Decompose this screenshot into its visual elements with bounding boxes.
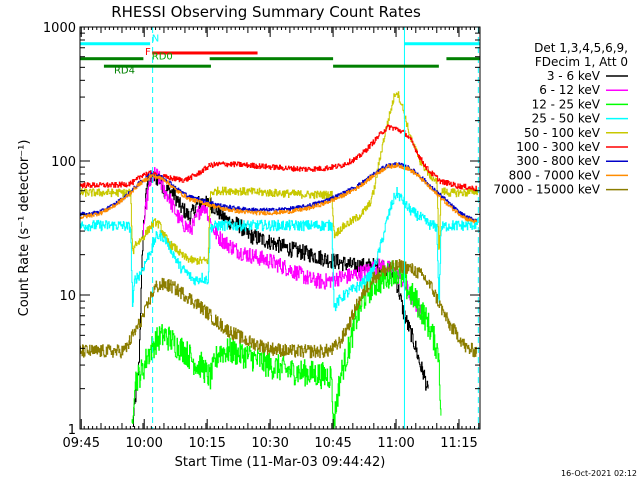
series-line-25-50keV-kev bbox=[80, 187, 479, 312]
flag-bar-2-1 bbox=[209, 57, 334, 61]
series-line-7000-15000keV-kev bbox=[80, 259, 477, 359]
flag-bar-1-0 bbox=[152, 51, 258, 55]
y-tick-label: 1 bbox=[68, 423, 76, 438]
series-line-100-300keV-kev bbox=[80, 124, 477, 192]
series-line-800-7000keV-kev bbox=[80, 162, 477, 224]
y-tick-label: 1000 bbox=[43, 21, 76, 36]
legend-entry-label: 6 - 12 keV bbox=[539, 83, 601, 97]
flag-label-f: F bbox=[145, 47, 151, 58]
x-tick-label: 10:45 bbox=[314, 436, 351, 451]
y-tick-label: 100 bbox=[51, 155, 76, 170]
x-tick-label: 10:30 bbox=[251, 436, 288, 451]
flag-bar-2-2 bbox=[446, 57, 480, 61]
x-tick-label: 09:45 bbox=[63, 436, 100, 451]
legend-entry-label: 50 - 100 keV bbox=[524, 126, 601, 140]
flag-bar-3-0 bbox=[103, 64, 211, 68]
series-line-3-6keV-kev bbox=[132, 170, 429, 427]
flag-bar-3-1 bbox=[333, 64, 439, 68]
legend-entry-label: 12 - 25 keV bbox=[532, 97, 601, 111]
x-tick-label: 10:15 bbox=[188, 436, 225, 451]
axis-layer: 09:45 10:00 10:15 10:30 10:45 11:00 11:15 1 10 10… bbox=[43, 21, 480, 451]
legend-entry-label: 100 - 300 keV bbox=[516, 140, 600, 154]
legend-header-line-1: Det 1,3,4,5,6,9, bbox=[534, 41, 628, 55]
timestamp: 16-Oct-2021 02:12 bbox=[561, 469, 637, 478]
legend-header-line-2: FDecim 1, Att 0 bbox=[535, 55, 628, 69]
flag-bar-0-0 bbox=[80, 42, 151, 46]
chart-title: RHESSI Observing Summary Count Rates bbox=[111, 3, 421, 21]
flag-label-rd0: RD0 bbox=[152, 52, 173, 63]
legend-entry-label: 800 - 7000 keV bbox=[509, 168, 601, 182]
x-tick-label: 11:00 bbox=[377, 436, 414, 451]
flag-bar-2-0 bbox=[80, 57, 144, 61]
legend-entry-label: 300 - 800 keV bbox=[516, 154, 600, 168]
flag-label-rd4: RD4 bbox=[114, 65, 135, 76]
x-axis-label: Start Time (11-Mar-03 09:44:42) bbox=[175, 455, 386, 470]
plot-frame bbox=[79, 26, 481, 430]
flag-bar-0-1 bbox=[404, 42, 480, 46]
y-tick-label: 10 bbox=[59, 289, 76, 304]
data-layer bbox=[80, 91, 479, 429]
x-tick-label: 11:15 bbox=[440, 436, 477, 451]
y-axis-label: Count Rate (s⁻¹ detector⁻¹) bbox=[17, 140, 32, 317]
flag-label-n: N bbox=[152, 33, 159, 44]
legend-entry-label: 25 - 50 keV bbox=[532, 112, 601, 126]
series-line-12-25keV-kev bbox=[131, 260, 442, 429]
x-tick-label: 10:00 bbox=[125, 436, 162, 451]
legend-entry-label: 3 - 6 keV bbox=[547, 69, 601, 83]
legend-entry-label: 7000 - 15000 keV bbox=[493, 183, 600, 197]
